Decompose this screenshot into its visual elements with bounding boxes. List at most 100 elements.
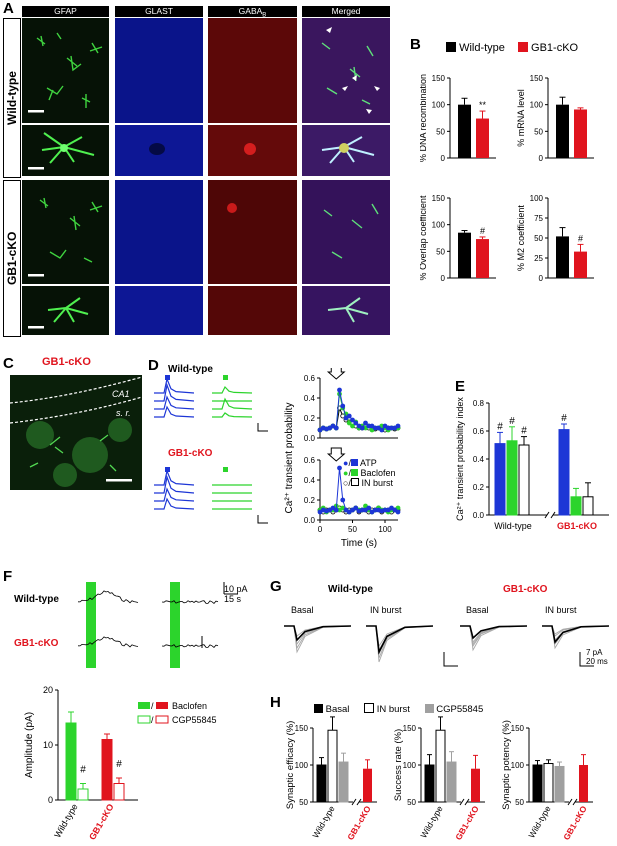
panel-g-ko-basal: Basal [466,605,489,615]
d-ko-atp-trace [154,497,195,510]
e-wt-significance: # [521,426,527,437]
h-chart-0-ylabel: Synaptic efficacy (%) [285,721,296,810]
panel-label-g: G [270,578,282,595]
d-wt-atp-trace [154,382,195,402]
g-trace-mean [284,625,352,642]
b-chart-3-tick-label: 100 [530,194,544,203]
ca1-label: CA1 [112,389,130,399]
h-chart-0-bar [327,729,338,803]
d-ko-scale-bar [257,515,268,524]
d-ko-chart-point [395,509,401,515]
d-ko-chart-point [333,507,339,513]
h-chart-0-tick-label: 150 [295,724,309,733]
panel-label-d: D [148,357,159,374]
e-group-label-wt: Wild-type [494,521,532,531]
b-chart-0-tick-label: 100 [432,101,446,110]
f-legend-cgp-ko [155,715,169,724]
d-wt-chart-tick-label: 0.0 [304,434,316,443]
e-tick-label: 0.2 [473,483,485,492]
h-chart-1-bar [435,729,446,803]
micrograph-merged-ko-low [302,180,390,284]
d-wt-baclofen-trace [212,397,253,410]
h-chart-1-ko-bar [471,768,480,802]
b-chart-1-tick-label: 0 [539,154,544,163]
e-wt-bar [494,443,506,516]
column-header-gabab: GABAB [208,6,297,19]
f-bar [77,788,89,801]
panel-g-ko-title: GB1-cKO [503,584,548,595]
d-wt-atp-marker [165,375,170,380]
d-ko-chart-arrow [326,447,346,462]
panel-e-chart: 0.0 0.2 0.4 0.6 0.8 # # # # Wild-type GB1-cKO Ca²⁺ … [455,397,609,531]
d-wt-chart-point [346,420,352,426]
column-header-merged: Merged [302,6,390,17]
panel-g-wt-basal: Basal [291,605,314,615]
h-chart-2-group-label: Wild-type [526,804,553,840]
panel-g-ko-inburst: IN burst [545,605,577,615]
panel-label-e: E [455,378,466,395]
h-chart-0-tick-label: 50 [299,798,308,807]
b-chart-0-bar [458,104,471,158]
b-chart-3-bar [556,236,569,278]
h-chart-1-tick-label: 100 [403,761,417,770]
b-chart-2-significance: # [480,226,485,236]
f-legend-baclofen-wt [138,702,150,709]
micrograph-gabab-ko-low [208,180,297,284]
row-frame-gb1-cko [3,180,21,337]
d-y-axis-label: Ca²⁺ transient probability [284,403,295,514]
h-chart-2-group-label: GB1-cKO [561,804,589,842]
h-chart-2-bar [543,763,554,803]
panel-d-ko-title: GB1-cKO [168,448,213,459]
d-wt-chart-point [350,417,355,423]
panel-label-h: H [270,694,281,711]
f-scale-bar-lines [223,582,238,595]
f-group-label: Wild-type [52,802,79,839]
d-ko-chart-point [340,497,346,503]
f-legend-slash-2: / [151,715,154,725]
e-wt-bar [506,440,518,516]
d-wt-chart-point [350,423,355,429]
b-chart-3-ylabel: % M2 coefficient [516,205,526,271]
f-ko-trace-2 [161,644,219,648]
panel-f-amplitude-chart: 0 10 20 # # Wild-type GB1-cKO Amplitude (pA) / Ba… [24,685,217,842]
h-chart-2-ylabel: Synaptic potency (%) [501,720,512,810]
d-ko-atp-trace [154,468,195,486]
e-wt-significance: # [509,416,515,427]
panel-f-scale-bar: 10 pA 15 s [224,584,248,604]
b-chart-2-tick-label: 50 [436,247,445,256]
panel-g-scale-bar: 7 pA 20 ms [586,648,608,666]
f-tick-label: 10 [43,740,53,750]
b-chart-1-tick-label: 50 [534,127,543,136]
f-bar [101,739,113,801]
f-bar [113,783,125,801]
b-chart-1-bar [574,109,587,158]
d-wt-chart-point [353,420,359,426]
d-wt-atp-trace [154,395,195,410]
panel-h-charts: 50 100 150 # Wild-type GB1-cKO Synaptic effica… [285,716,593,842]
micrograph-gabab-wt-low [208,18,297,123]
row-label-gb1-cko: GB1-cKO [5,231,19,286]
panel-label-f: F [3,568,13,585]
g-wt-scale-bar [443,652,458,667]
d-ko-chart-tick-label: 0.6 [304,456,316,465]
panel-d-legend: ●/ ATP ●/ Baclofen ○/ IN burst [343,458,396,488]
f-bar [65,722,77,801]
panel-g-epsc-traces [284,625,610,667]
g-trace-mean [366,625,434,655]
h-chart-2-tick-label: 50 [515,798,524,807]
f-significance: # [80,765,86,776]
legend-wild-type: Wild-type GB1-cKO [446,42,578,54]
micrograph-merged-wt-low [302,18,390,123]
f-legend-baclofen-ko [156,702,168,709]
panel-label-c: C [3,355,14,372]
panel-b-charts: 0 50 100 150 ** % DNA recombination 0 50 100 150%… [420,74,594,283]
e-tick-label: 0.8 [473,399,485,408]
micrograph-gfap-wt-high [22,125,109,176]
e-y-axis-label: Ca²⁺ transient probability index [455,397,465,521]
d-wt-atp-trace [154,405,195,418]
micrograph-merged-ko-high [302,286,390,335]
h-chart-2-bar [532,764,543,803]
b-chart-0-tick-label: 50 [436,127,445,136]
panel-h-legend: Basal IN burst CGP55845 [314,703,483,715]
micrograph-merged-wt-high [302,125,390,176]
